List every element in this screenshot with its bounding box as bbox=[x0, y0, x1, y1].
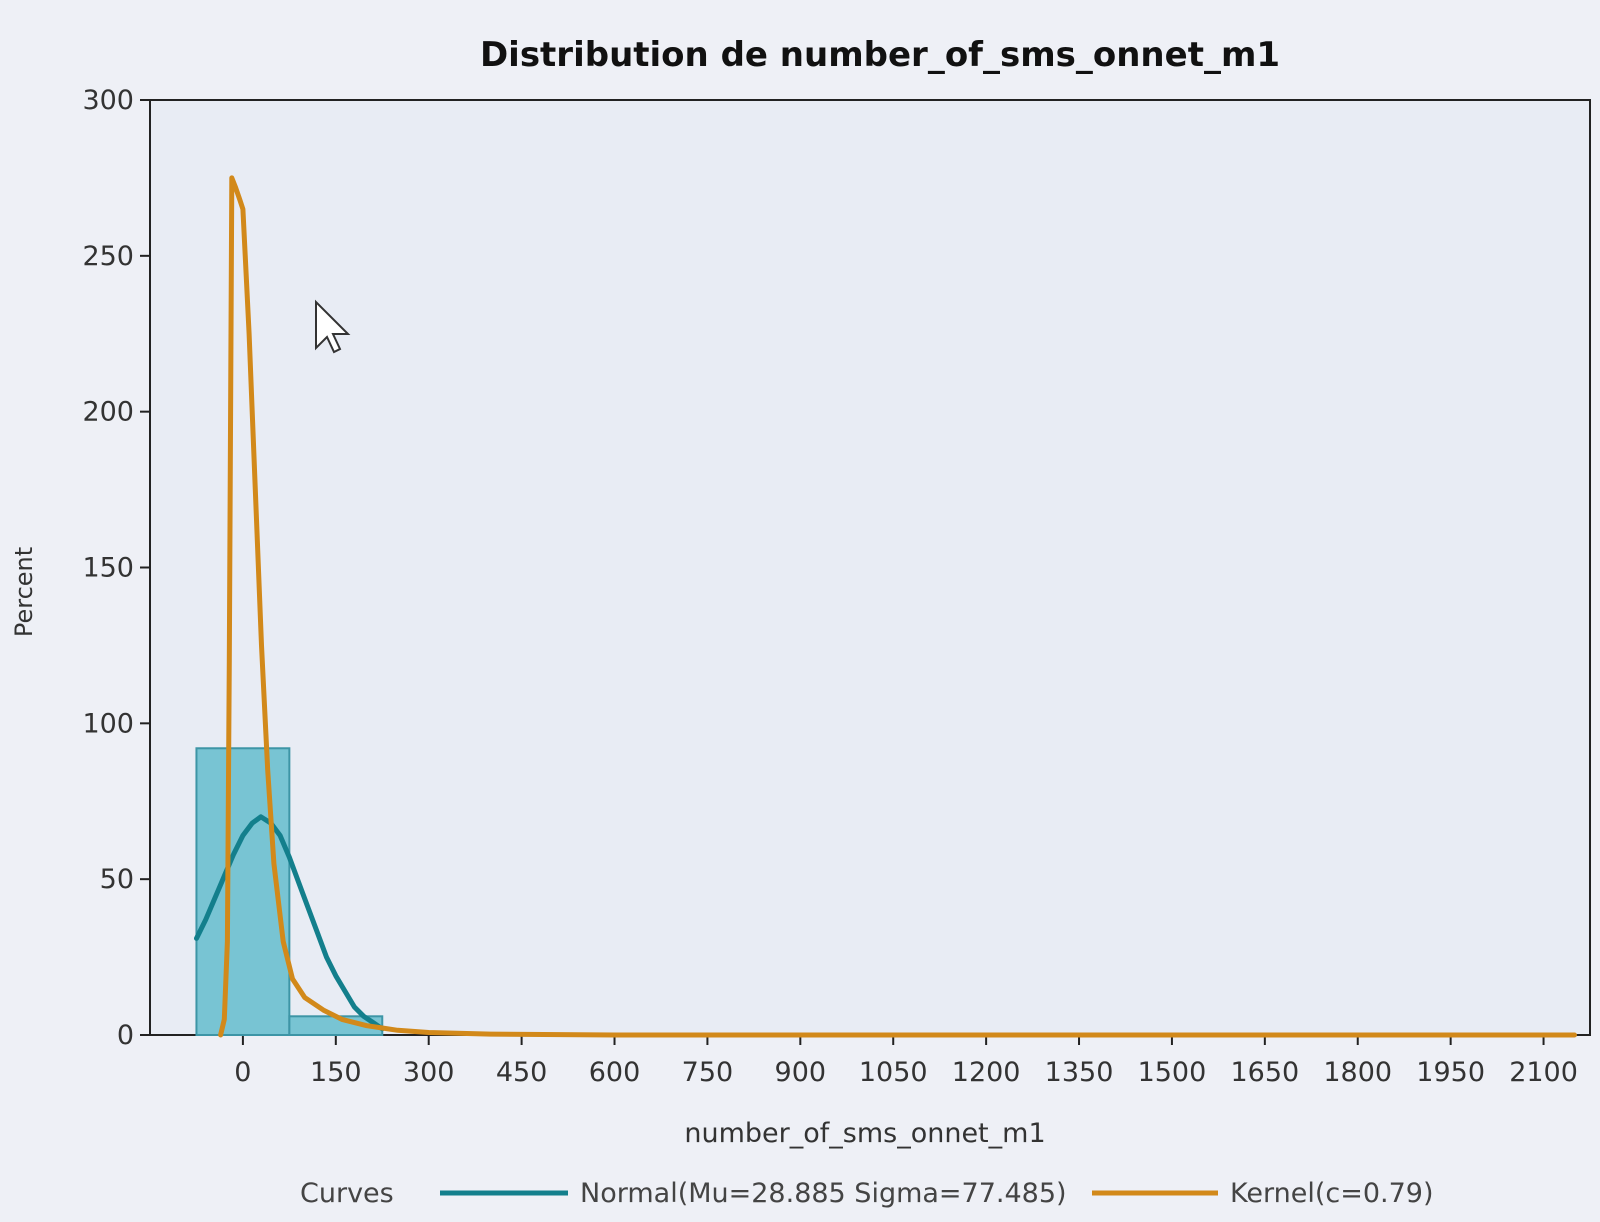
x-tick-label: 1500 bbox=[1138, 1057, 1207, 1088]
y-tick-label: 50 bbox=[100, 864, 134, 895]
legend: Curves Normal(Mu=28.885 Sigma=77.485) Ke… bbox=[300, 1178, 1433, 1209]
chart-title: Distribution de number_of_sms_onnet_m1 bbox=[480, 35, 1280, 75]
x-tick-label: 150 bbox=[310, 1057, 362, 1088]
curves bbox=[194, 175, 1577, 1038]
y-axis-label: Percent bbox=[10, 547, 38, 637]
x-tick-label: 1950 bbox=[1416, 1057, 1485, 1088]
y-tick-label: 150 bbox=[82, 553, 134, 584]
x-tick-label: 1350 bbox=[1045, 1057, 1114, 1088]
plot-area bbox=[149, 99, 1591, 1036]
x-tick-label: 450 bbox=[496, 1057, 548, 1088]
y-tick-label: 100 bbox=[82, 708, 134, 739]
y-axis: 0 50 100 150 200 250 300 bbox=[82, 85, 150, 1051]
x-tick-label: 0 bbox=[234, 1057, 251, 1088]
x-tick-label: 1650 bbox=[1230, 1057, 1299, 1088]
legend-label-kernel: Kernel(c=0.79) bbox=[1230, 1178, 1433, 1209]
x-tick-label: 600 bbox=[589, 1057, 641, 1088]
legend-label-normal: Normal(Mu=28.885 Sigma=77.485) bbox=[580, 1178, 1067, 1209]
x-tick-label: 2100 bbox=[1509, 1057, 1578, 1088]
kernel-curve bbox=[218, 175, 1577, 1038]
x-tick-label: 300 bbox=[403, 1057, 455, 1088]
mouse-cursor-icon bbox=[315, 299, 351, 354]
y-tick-label: 250 bbox=[82, 241, 134, 272]
x-tick-label: 900 bbox=[775, 1057, 827, 1088]
x-tick-label: 1200 bbox=[952, 1057, 1021, 1088]
x-tick-label: 1800 bbox=[1323, 1057, 1392, 1088]
legend-title: Curves bbox=[300, 1178, 394, 1209]
y-tick-label: 0 bbox=[117, 1020, 134, 1051]
y-tick-label: 300 bbox=[82, 85, 134, 116]
x-tick-label: 750 bbox=[682, 1057, 734, 1088]
histogram-bar bbox=[195, 747, 291, 1036]
y-tick-label: 200 bbox=[82, 397, 134, 428]
x-tick-label: 1050 bbox=[859, 1057, 928, 1088]
x-axis-label: number_of_sms_onnet_m1 bbox=[684, 1118, 1045, 1149]
x-axis: 0 150 300 450 600 750 900 1050 1200 1350 1500 1650 1… bbox=[234, 1035, 1578, 1088]
